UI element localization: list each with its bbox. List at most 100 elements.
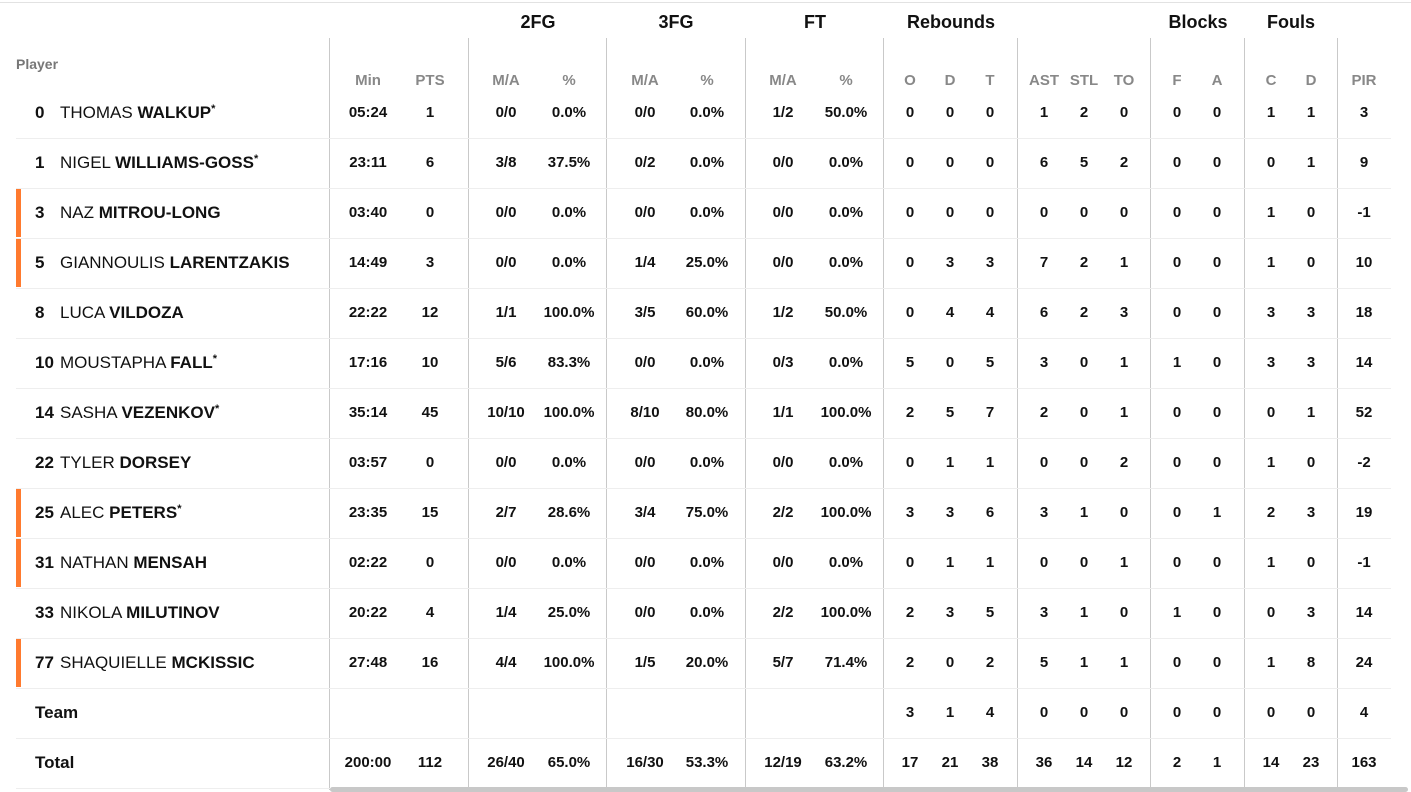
- stat-cell: 1: [1266, 454, 1276, 471]
- column-header-m-a-2[interactable]: M/A: [492, 72, 520, 89]
- player-name-link[interactable]: LUCA VILDOZA: [60, 303, 184, 323]
- stat-cell: 0: [1266, 404, 1276, 421]
- stat-cell: 36: [1035, 754, 1053, 771]
- stat-cell: 0.0%: [828, 254, 864, 271]
- column-header-a-15[interactable]: A: [1211, 72, 1223, 89]
- stat-cell: 0: [1039, 204, 1049, 221]
- stat-cell: 23:35: [348, 504, 388, 521]
- player-row[interactable]: 25 ALEC PETERS* 23:35 15 2/7 28.6% 3/4 75.0% 2/2…: [16, 488, 1391, 539]
- player-name-link[interactable]: ALEC PETERS*: [60, 503, 181, 523]
- player-name-link[interactable]: TYLER DORSEY: [60, 453, 191, 473]
- stat-cell: 14: [1262, 754, 1280, 771]
- player-name-link[interactable]: THOMAS WALKUP*: [60, 103, 215, 123]
- player-name-link[interactable]: NATHAN MENSAH: [60, 553, 207, 573]
- column-separator: [468, 38, 469, 790]
- player-number: 0: [35, 103, 45, 122]
- player-name-link[interactable]: SHAQUIELLE MCKISSIC: [60, 653, 255, 673]
- stat-cell: 0: [1172, 254, 1182, 271]
- stat-cell: 1: [985, 554, 995, 571]
- stat-cell: 0/0: [772, 454, 794, 471]
- column-header-m-a-4[interactable]: M/A: [631, 72, 659, 89]
- starter-marker: *: [214, 403, 220, 415]
- stat-cell: 3: [905, 504, 915, 521]
- stat-cell: 10/10: [487, 404, 525, 421]
- player-row[interactable]: 31 NATHAN MENSAH 02:22 0 0/0 0.0% 0/0 0.0% 0/0 0.…: [16, 538, 1391, 589]
- stat-cell: 1: [1119, 254, 1129, 271]
- stat-cell: 3: [1306, 604, 1316, 621]
- stat-cell: 38: [981, 754, 999, 771]
- stat-cell: 0: [905, 204, 915, 221]
- stat-cell: 0: [1172, 554, 1182, 571]
- player-first-name: LUCA: [60, 303, 105, 322]
- stat-cell: 3: [1359, 104, 1369, 121]
- column-header-c-16[interactable]: C: [1265, 72, 1277, 89]
- bench-indicator: [16, 189, 21, 237]
- column-separator: [606, 38, 607, 790]
- column-header-pts-1[interactable]: PTS: [415, 72, 445, 89]
- stat-cell: 1: [425, 104, 435, 121]
- player-name-link[interactable]: NIGEL WILLIAMS-GOSS*: [60, 153, 258, 173]
- player-row[interactable]: 8 LUCA VILDOZA 22:22 12 1/1 100.0% 3/5 60.0% 1/2…: [16, 288, 1391, 339]
- column-header-o-8[interactable]: O: [904, 72, 916, 89]
- player-name-link[interactable]: SASHA VEZENKOV*: [60, 403, 219, 423]
- stat-cell: 20.0%: [685, 654, 729, 671]
- stat-cell: 3: [905, 704, 915, 721]
- stat-cell: 2/2: [772, 504, 794, 521]
- stat-cell: 0: [905, 554, 915, 571]
- stat-cell: 24: [1355, 654, 1373, 671]
- player-row[interactable]: 10 MOUSTAPHA FALL* 17:16 10 5/6 83.3% 0/0 0.0% 0…: [16, 338, 1391, 389]
- stat-cell: 3: [1306, 504, 1316, 521]
- column-header-min-0[interactable]: Min: [355, 72, 381, 89]
- column-header-t-10[interactable]: T: [985, 72, 995, 89]
- player-row[interactable]: 77 SHAQUIELLE MCKISSIC 27:48 16 4/4 100.0% 1/5…: [16, 638, 1391, 689]
- player-row[interactable]: 3 NAZ MITROU-LONG 03:40 0 0/0 0.0% 0/0 0.0% 0/0 0…: [16, 188, 1391, 239]
- player-name-link[interactable]: GIANNOULIS LARENTZAKIS: [60, 253, 290, 273]
- stat-cell: 0/0: [634, 454, 656, 471]
- column-separator: [329, 38, 330, 790]
- stat-cell: 0: [425, 554, 435, 571]
- player-row[interactable]: 0 THOMAS WALKUP* 05:24 1 0/0 0.0% 0/0 0.0% 1/2 50…: [16, 88, 1391, 139]
- stat-cell: 1/4: [495, 604, 517, 621]
- stat-cell: 28.6%: [547, 504, 591, 521]
- starter-marker: *: [212, 353, 217, 365]
- player-row[interactable]: 5 GIANNOULIS LARENTZAKIS 14:49 3 0/0 0.0% 1/4 2…: [16, 238, 1391, 289]
- column-header--7[interactable]: %: [839, 72, 853, 89]
- stat-cell: 0: [1119, 504, 1129, 521]
- stat-cell: 0/0: [495, 104, 517, 121]
- stat-cell: 0: [1079, 404, 1089, 421]
- player-row[interactable]: 33 NIKOLA MILUTINOV 20:22 4 1/4 25.0% 0/0 0.0% 2…: [16, 588, 1391, 639]
- stat-cell: 0: [1172, 204, 1182, 221]
- stat-cell: 0: [1172, 704, 1182, 721]
- column-header-m-a-6[interactable]: M/A: [769, 72, 797, 89]
- player-first-name: SHAQUIELLE: [60, 653, 167, 672]
- stat-cell: 200:00: [344, 754, 392, 771]
- horizontal-scrollbar[interactable]: [330, 787, 1408, 792]
- stat-cell: 2: [905, 604, 915, 621]
- column-header-d-9[interactable]: D: [944, 72, 956, 89]
- column-header-stl-12[interactable]: STL: [1069, 72, 1099, 89]
- column-header-pir-18[interactable]: PIR: [1351, 72, 1377, 89]
- stat-cell: 112: [417, 754, 443, 771]
- group-header-3fg: 3FG: [658, 12, 694, 32]
- stat-cell: 21: [941, 754, 959, 771]
- stat-cell: 45: [421, 404, 439, 421]
- stat-cell: 83.3%: [547, 354, 591, 371]
- column-header-f-14[interactable]: F: [1172, 72, 1182, 89]
- column-header--3[interactable]: %: [562, 72, 576, 89]
- player-row[interactable]: 1 NIGEL WILLIAMS-GOSS* 23:11 6 3/8 37.5% 0/2 0.…: [16, 138, 1391, 189]
- player-column-header: Player: [16, 56, 59, 72]
- group-header-ft: FT: [804, 12, 826, 32]
- player-name-link[interactable]: MOUSTAPHA FALL*: [60, 353, 217, 373]
- column-header-to-13[interactable]: TO: [1113, 72, 1135, 89]
- player-row[interactable]: 14 SASHA VEZENKOV* 35:14 45 10/10 100.0% 8/10 8…: [16, 388, 1391, 439]
- column-header-ast-11[interactable]: AST: [1029, 72, 1059, 89]
- stat-cell: 0/2: [634, 154, 656, 171]
- column-header-d-17[interactable]: D: [1305, 72, 1317, 89]
- player-name-link[interactable]: NAZ MITROU-LONG: [60, 203, 221, 223]
- starter-marker: *: [253, 153, 259, 165]
- stat-cell: 100.0%: [543, 304, 595, 321]
- stat-cell: 2: [1079, 254, 1089, 271]
- player-name-link[interactable]: NIKOLA MILUTINOV: [60, 603, 220, 623]
- column-header--5[interactable]: %: [700, 72, 714, 89]
- player-row[interactable]: 22 TYLER DORSEY 03:57 0 0/0 0.0% 0/0 0.0% 0/0 0.0…: [16, 438, 1391, 489]
